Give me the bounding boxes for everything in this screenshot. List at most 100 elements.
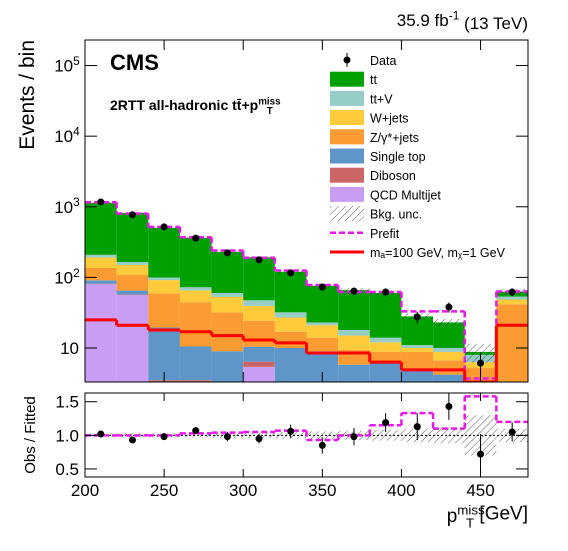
data-point [350,287,358,295]
legend-symbol [330,129,364,145]
stack-bar [275,397,307,418]
legend-symbol [330,148,364,164]
legend-symbol [330,186,364,202]
y-tick-label: 102 [54,266,80,288]
data-point [192,234,200,242]
y-tick-label: 103 [54,195,80,217]
x-tick-label: 300 [229,481,257,500]
ratio-point [160,433,168,441]
stack-bar [433,322,465,349]
data-point [223,249,231,257]
ratio-point [382,419,390,427]
ratio-unc-band [433,427,465,444]
x-tick-label: 250 [150,481,178,500]
stack-bar [148,277,180,281]
stack-bar [369,362,402,382]
legend-symbol [330,71,364,87]
legend-label: mₐ=100 GeV, mᵪ=1 GeV [370,246,506,260]
stack-bar [338,335,370,350]
y-tick-label-main: 10 [54,57,73,76]
stack-bar [496,304,528,382]
y-tick-label: 10 [60,339,79,358]
stack-bar [179,380,212,382]
overlay: 35.9 fb-1 (13 TeV) CMS 2RTT all-hadronic t… [16,8,528,530]
stack-bar [274,271,307,313]
lumi-sup: -1 [449,8,460,22]
stack-bar [116,262,149,265]
x-tick-label: 350 [308,481,336,500]
legend-label: Data [370,54,396,68]
stack-bar [148,327,180,381]
ratio-point [350,433,358,441]
stack-bar [179,237,212,288]
stack-bar [306,351,339,382]
legend-entry: Single top [330,148,426,164]
stack-bar [274,317,307,332]
stack-bar [496,296,528,300]
legend-label: Diboson [370,169,416,183]
main-plot [85,198,528,432]
ratio-y-axis-title: Obs / Fitted [22,396,39,474]
stack-bar [211,293,244,297]
legend-entry: Data [343,53,396,68]
stack-bar [369,337,402,343]
legend-entry: Diboson [330,167,416,183]
ratio-unc-band [179,433,212,438]
lumi: 35.9 fb-1 (13 TeV) [397,8,528,32]
legend-entry: Prefit [330,227,400,241]
stack-bar [338,290,370,330]
y-tick-label-sup: 5 [73,54,80,68]
legend-label: W+jets [370,112,409,126]
stack-bar [338,329,370,336]
stack-bar [211,296,244,313]
legend-label: Z/γ*+jets [370,131,419,145]
legend-label: tt [370,73,377,87]
unc-band [433,318,465,327]
stack-bar [401,351,434,370]
stack-bar [243,300,275,306]
stack-bar [212,406,244,432]
stack-bar [148,397,180,432]
stack-bar [116,275,149,291]
y-tick-label-main: 10 [54,198,73,217]
legend-label: Single top [370,150,426,164]
stack-bar [433,360,465,375]
x-axis-title-main: p [447,506,458,527]
legend-entry: W+jets [330,110,409,126]
ratio-point [97,430,105,438]
ratio-point [128,436,136,444]
ratio-point [508,428,516,436]
experiment: CMS [110,50,159,75]
stack-bar [369,342,402,352]
stack-bar [243,346,275,362]
annotation-sub: T [267,106,273,117]
stack-bar [85,254,117,258]
stack-bar [401,369,434,382]
data-point [318,283,326,291]
stack-bar [306,285,339,323]
data-point [128,211,136,219]
y-tick-label: 105 [54,54,80,76]
y-axis-title: Events / bin [16,40,39,150]
stack-bar [306,322,339,326]
ratio-point [477,450,485,458]
legend-symbol [343,56,351,64]
stack-bar [116,290,149,295]
stack-bar [496,299,528,305]
stack-bar [180,397,212,432]
stack-bar [85,257,117,268]
stack-bar [148,293,180,328]
stack-bar [274,348,307,382]
stack-bar [179,302,212,347]
stack-bar [85,280,117,284]
data-point [445,303,453,311]
stack-bar [433,374,465,382]
stack-bar [369,293,402,338]
stack-bar [274,312,307,318]
x-axis-title: pmiss T [GeV] [447,503,528,531]
ratio-frame [84,392,529,478]
stack-bar [243,366,275,382]
stack-bar [243,361,275,367]
data-point [382,288,390,296]
